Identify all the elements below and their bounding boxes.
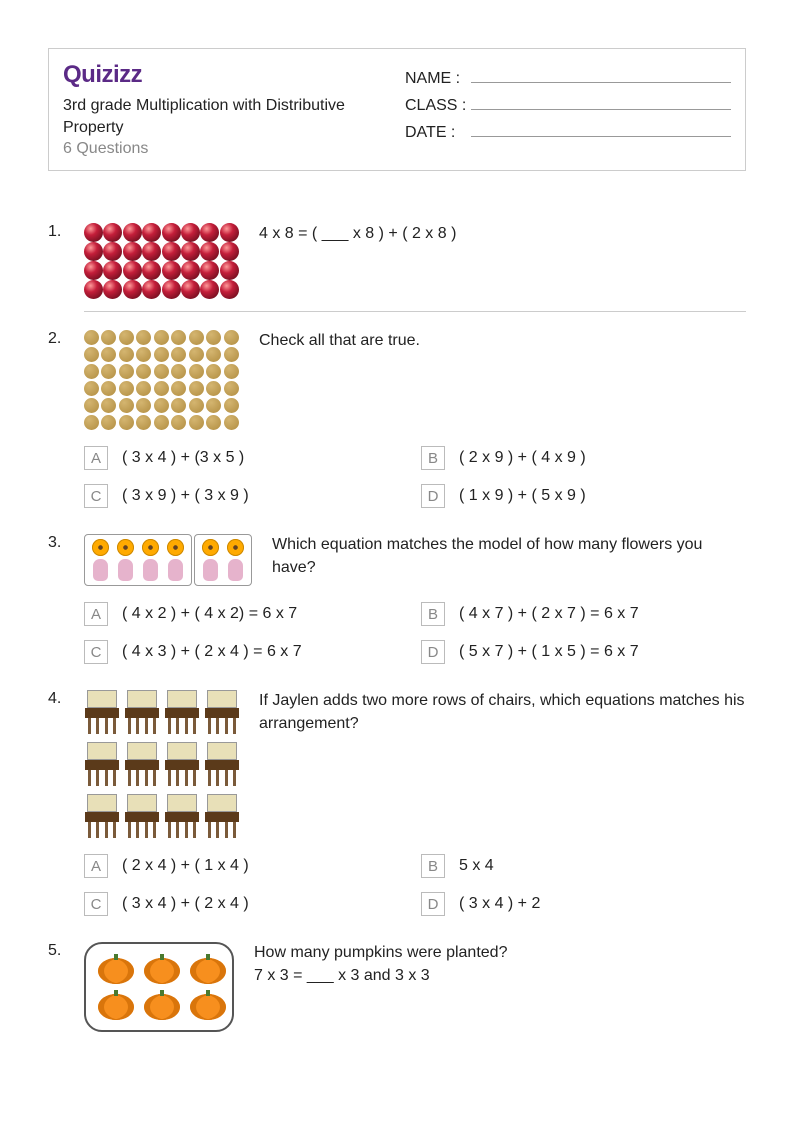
- class-input-line[interactable]: [471, 94, 731, 110]
- option-text: ( 3 x 4 ) + 2: [459, 895, 540, 913]
- question-number: 2.: [48, 330, 84, 530]
- option-text: ( 4 x 7 ) + ( 2 x 7 ) = 6 x 7: [459, 605, 639, 623]
- option-text: ( 5 x 7 ) + ( 1 x 5 ) = 6 x 7: [459, 643, 639, 661]
- question-text: How many pumpkins were planted?7 x 3 = _…: [254, 942, 746, 987]
- question-number: 5.: [48, 942, 84, 1036]
- question-text: Which equation matches the model of how …: [272, 534, 746, 579]
- option-letter: D: [421, 484, 445, 508]
- option-text: ( 3 x 9 ) + ( 3 x 9 ): [122, 487, 249, 505]
- question-number: 4.: [48, 690, 84, 938]
- answer-option[interactable]: C ( 4 x 3 ) + ( 2 x 4 ) = 6 x 7: [84, 640, 409, 664]
- question-number: 1.: [48, 223, 84, 326]
- answer-option[interactable]: A ( 3 x 4 ) + (3 x 5 ): [84, 446, 409, 470]
- option-letter: A: [84, 602, 108, 626]
- question-image: [84, 330, 239, 430]
- question-number: 3.: [48, 534, 84, 686]
- worksheet-header: Quizizz 3rd grade Multiplication with Di…: [48, 48, 746, 171]
- option-letter: B: [421, 446, 445, 470]
- option-text: ( 2 x 9 ) + ( 4 x 9 ): [459, 449, 586, 467]
- answer-options: A ( 2 x 4 ) + ( 1 x 4 ) B 5 x 4 C ( 3 x 4 ) +…: [84, 854, 746, 916]
- option-text: ( 4 x 3 ) + ( 2 x 4 ) = 6 x 7: [122, 643, 302, 661]
- worksheet-title: 3rd grade Multiplication with Distributi…: [63, 95, 389, 138]
- question-image: [84, 534, 252, 586]
- option-letter: C: [84, 640, 108, 664]
- date-label: DATE :: [405, 124, 467, 142]
- option-letter: D: [421, 640, 445, 664]
- brand-logo: Quizizz: [63, 61, 389, 89]
- answer-option[interactable]: B 5 x 4: [421, 854, 746, 878]
- option-letter: B: [421, 602, 445, 626]
- question-text: 4 x 8 = ( ___ x 8 ) + ( 2 x 8 ): [259, 223, 746, 245]
- answer-option[interactable]: A ( 2 x 4 ) + ( 1 x 4 ): [84, 854, 409, 878]
- answer-option[interactable]: B ( 2 x 9 ) + ( 4 x 9 ): [421, 446, 746, 470]
- student-fields: NAME : CLASS : DATE :: [405, 61, 731, 158]
- question: 5. How many pumpkins were planted?7 x 3 =…: [48, 942, 746, 1036]
- option-text: ( 1 x 9 ) + ( 5 x 9 ): [459, 487, 586, 505]
- answer-option[interactable]: D ( 1 x 9 ) + ( 5 x 9 ): [421, 484, 746, 508]
- question: 3. Which equation matches the model of ho…: [48, 534, 746, 686]
- option-text: ( 3 x 4 ) + (3 x 5 ): [122, 449, 244, 467]
- option-text: ( 2 x 4 ) + ( 1 x 4 ): [122, 857, 249, 875]
- question: 1. 4 x 8 = ( ___ x 8 ) + ( 2 x 8 ): [48, 223, 746, 326]
- question: 4. If Jaylen adds two more rows of chairs…: [48, 690, 746, 938]
- question-count: 6 Questions: [63, 140, 389, 158]
- option-letter: A: [84, 854, 108, 878]
- option-letter: A: [84, 446, 108, 470]
- answer-options: A ( 3 x 4 ) + (3 x 5 ) B ( 2 x 9 ) + ( 4 x …: [84, 446, 746, 508]
- question-text: If Jaylen adds two more rows of chairs, …: [259, 690, 746, 735]
- question-list: 1. 4 x 8 = ( ___ x 8 ) + ( 2 x 8 ) 2. Check…: [48, 223, 746, 1036]
- class-label: CLASS :: [405, 97, 467, 115]
- option-text: ( 3 x 4 ) + ( 2 x 4 ): [122, 895, 249, 913]
- option-letter: C: [84, 892, 108, 916]
- option-text: 5 x 4: [459, 857, 494, 875]
- option-letter: D: [421, 892, 445, 916]
- answer-option[interactable]: D ( 3 x 4 ) + 2: [421, 892, 746, 916]
- question-text: Check all that are true.: [259, 330, 746, 352]
- date-input-line[interactable]: [471, 121, 731, 137]
- name-label: NAME :: [405, 70, 467, 88]
- name-input-line[interactable]: [471, 67, 731, 83]
- answer-option[interactable]: D ( 5 x 7 ) + ( 1 x 5 ) = 6 x 7: [421, 640, 746, 664]
- option-letter: C: [84, 484, 108, 508]
- question: 2. Check all that are true. A ( 3 x 4 ) + (…: [48, 330, 746, 530]
- answer-option[interactable]: C ( 3 x 4 ) + ( 2 x 4 ): [84, 892, 409, 916]
- answer-option[interactable]: C ( 3 x 9 ) + ( 3 x 9 ): [84, 484, 409, 508]
- answer-option[interactable]: A ( 4 x 2 ) + ( 4 x 2) = 6 x 7: [84, 602, 409, 626]
- question-image: [84, 942, 234, 1032]
- question-image: [84, 223, 239, 299]
- option-text: ( 4 x 2 ) + ( 4 x 2) = 6 x 7: [122, 605, 297, 623]
- question-image: [84, 690, 239, 838]
- option-letter: B: [421, 854, 445, 878]
- answer-option[interactable]: B ( 4 x 7 ) + ( 2 x 7 ) = 6 x 7: [421, 602, 746, 626]
- answer-options: A ( 4 x 2 ) + ( 4 x 2) = 6 x 7 B ( 4 x 7 ) …: [84, 602, 746, 664]
